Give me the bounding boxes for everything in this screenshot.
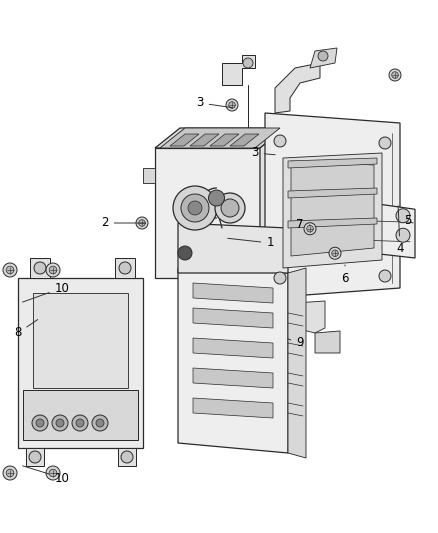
Circle shape [332, 250, 338, 256]
Polygon shape [230, 134, 259, 146]
Circle shape [121, 451, 133, 463]
Polygon shape [143, 168, 155, 183]
Circle shape [36, 419, 44, 427]
Circle shape [3, 466, 17, 480]
Circle shape [173, 186, 217, 230]
Text: 4: 4 [396, 206, 404, 254]
Circle shape [46, 466, 60, 480]
Text: 10: 10 [23, 466, 70, 484]
Circle shape [396, 228, 410, 243]
Polygon shape [288, 158, 377, 168]
Text: 1: 1 [228, 237, 274, 249]
Text: 5: 5 [404, 214, 413, 228]
Circle shape [221, 199, 239, 217]
Text: 7: 7 [296, 219, 310, 231]
Circle shape [92, 415, 108, 431]
Text: 6: 6 [341, 265, 349, 285]
Circle shape [3, 263, 17, 277]
Polygon shape [23, 390, 138, 440]
Circle shape [396, 209, 410, 223]
Circle shape [181, 194, 209, 222]
Circle shape [188, 201, 202, 215]
Polygon shape [283, 153, 382, 268]
Text: 3: 3 [251, 147, 275, 159]
Circle shape [274, 272, 286, 284]
Polygon shape [310, 48, 337, 68]
Circle shape [208, 190, 225, 206]
Polygon shape [222, 55, 255, 85]
Text: 9: 9 [288, 336, 304, 350]
Polygon shape [118, 448, 136, 466]
Circle shape [329, 247, 341, 259]
Polygon shape [288, 268, 306, 458]
Polygon shape [193, 368, 273, 388]
Polygon shape [155, 148, 260, 278]
Circle shape [76, 419, 84, 427]
Circle shape [56, 419, 64, 427]
Circle shape [229, 102, 235, 108]
Circle shape [34, 262, 46, 274]
Polygon shape [155, 128, 285, 148]
Circle shape [307, 225, 313, 232]
Polygon shape [295, 301, 325, 333]
Circle shape [274, 135, 286, 147]
Polygon shape [210, 134, 239, 146]
Text: 2: 2 [101, 216, 145, 230]
Polygon shape [275, 63, 320, 113]
Polygon shape [193, 338, 273, 358]
Circle shape [139, 220, 145, 227]
Polygon shape [115, 258, 135, 278]
Polygon shape [170, 134, 199, 146]
Polygon shape [315, 331, 340, 353]
Circle shape [226, 99, 238, 111]
Circle shape [49, 266, 57, 274]
Polygon shape [288, 218, 377, 228]
Circle shape [318, 51, 328, 61]
Polygon shape [33, 293, 128, 388]
Polygon shape [193, 398, 273, 418]
Polygon shape [291, 161, 374, 256]
Circle shape [379, 270, 391, 282]
Circle shape [136, 217, 148, 229]
Text: 10: 10 [23, 281, 70, 302]
Polygon shape [178, 268, 288, 453]
Polygon shape [265, 113, 400, 298]
Circle shape [6, 266, 14, 274]
Circle shape [46, 263, 60, 277]
Circle shape [215, 193, 245, 223]
Polygon shape [18, 278, 143, 448]
Circle shape [392, 72, 398, 78]
Text: 8: 8 [14, 320, 38, 340]
Circle shape [29, 451, 41, 463]
Circle shape [32, 415, 48, 431]
Circle shape [304, 223, 316, 235]
Polygon shape [30, 258, 50, 278]
Polygon shape [160, 128, 280, 148]
Circle shape [379, 137, 391, 149]
Circle shape [6, 469, 14, 477]
Polygon shape [193, 308, 273, 328]
Circle shape [119, 262, 131, 274]
Circle shape [72, 415, 88, 431]
Polygon shape [178, 223, 288, 273]
Circle shape [52, 415, 68, 431]
Text: 3: 3 [196, 96, 232, 109]
Circle shape [243, 58, 253, 68]
Circle shape [96, 419, 104, 427]
Polygon shape [300, 193, 415, 258]
Circle shape [178, 246, 192, 260]
Polygon shape [260, 128, 285, 278]
Polygon shape [190, 134, 219, 146]
Polygon shape [193, 283, 273, 303]
Polygon shape [26, 448, 44, 466]
Circle shape [389, 69, 401, 81]
Polygon shape [288, 188, 377, 198]
Polygon shape [23, 390, 138, 440]
Circle shape [49, 469, 57, 477]
